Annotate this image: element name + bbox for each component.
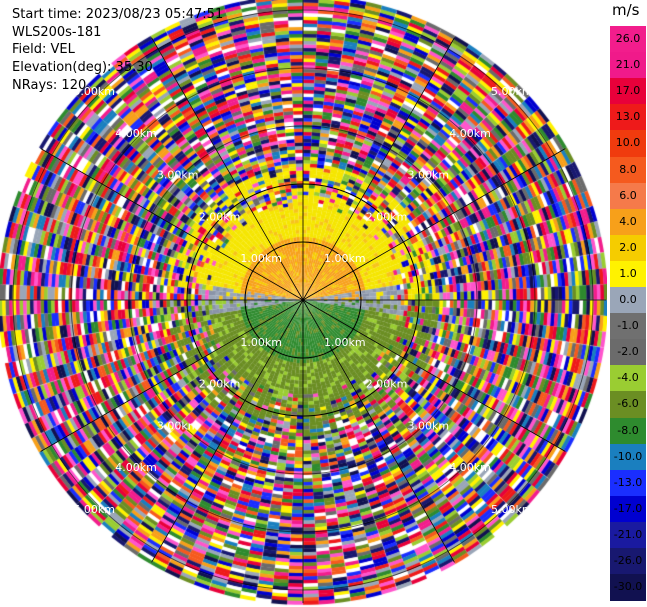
elevation: Elevation(deg): 35.30 (12, 59, 153, 75)
scan-info: Start time: 2023/08/23 05:47:51 WLS200s-… (12, 6, 223, 95)
colorbar-segment (610, 104, 646, 131)
ppi-plot: 1.00km 1.00km 1.00km 1.00km 2.00km 2.00km 2.00… (0, 0, 607, 607)
colorbar-segment (610, 574, 646, 601)
colorbar-segment (610, 156, 646, 184)
ring-distance-label: 2.00km (366, 211, 408, 224)
ppi-velocity-field (0, 0, 607, 607)
colorbar-unit: m/s (612, 1, 640, 19)
colorbar-segment (610, 130, 646, 157)
ring-distance-label: 3.00km (408, 419, 450, 432)
ring-distance-label: 3.00km (157, 169, 199, 182)
colorbar-tick-label: 4.0 (619, 214, 637, 228)
colorbar-segment (610, 365, 646, 392)
colorbar-tick-label: 10.0 (615, 136, 641, 150)
ring-distance-label: 4.00km (115, 127, 157, 140)
azimuth-spoke (302, 37, 455, 301)
colorbar-segment (610, 52, 646, 79)
azimuth-spoke (151, 299, 304, 563)
ring-distance-label: 5.00km (491, 85, 533, 98)
colorbar-tick-label: 6.0 (619, 188, 637, 202)
colorbar-segment (610, 287, 646, 314)
colorbar-segment (610, 495, 646, 523)
ring-distance-label: 4.00km (449, 461, 491, 474)
nrays: NRays: 120 (12, 78, 87, 93)
colorbar-segment (610, 78, 646, 105)
ring-distance-label: 2.00km (366, 378, 408, 391)
colorbar-tick-label: -21.0 (613, 527, 643, 541)
colorbar-tick-label: -6.0 (617, 397, 639, 411)
ring-distance-label: 5.00km (73, 85, 115, 98)
ring-distance-label: 1.00km (324, 336, 366, 349)
colorbar-tick-label: 1.0 (619, 266, 637, 280)
colorbar-segment (610, 548, 646, 575)
ring-distance-label: 2.00km (199, 378, 241, 391)
colorbar-segment (610, 391, 646, 418)
azimuth-spoke (302, 299, 566, 452)
ring-distance-label: 4.00km (449, 127, 491, 140)
ring-distance-label: 1.00km (324, 252, 366, 265)
ring-distance-label: 4.00km (115, 461, 157, 474)
ring-distance-label: 2.00km (199, 211, 241, 224)
colorbar-segment (610, 443, 646, 471)
colorbar-segment (610, 260, 646, 288)
ring-distance-label: 3.00km (157, 419, 199, 432)
colorbar-tick-label: 21.0 (615, 58, 641, 72)
colorbar-tick-label: -30.0 (613, 580, 643, 594)
colorbar-tick-label: 0.0 (619, 293, 637, 306)
ring-distance-label: 1.00km (240, 336, 282, 349)
azimuth-spoke (151, 37, 304, 301)
colorbar-segment (610, 417, 646, 445)
colorbar-tick-label: -10.0 (613, 449, 643, 463)
colorbar-tick-label: 2.0 (619, 240, 637, 254)
colorbar-segment (610, 313, 646, 340)
ring-distance-label: 5.00km (491, 503, 533, 516)
colorbar-tick-label: -8.0 (617, 423, 639, 437)
colorbar-segment (610, 182, 646, 210)
colorbar-segment (610, 208, 646, 236)
colorbar-tick-label: 8.0 (619, 162, 637, 176)
colorbar-segment (610, 521, 646, 549)
colorbar-tick-label: -26.0 (613, 554, 643, 567)
colorbar-tick-label: 17.0 (615, 84, 641, 98)
colorbar-tick-label: -17.0 (613, 501, 643, 515)
colorbar-tick-label: -13.0 (613, 475, 643, 489)
colorbar-segment (610, 339, 646, 366)
ring-distance-label: 1.00km (240, 252, 282, 265)
colorbar-tick-label: -2.0 (617, 345, 639, 359)
field-name: Field: VEL (12, 42, 75, 57)
colorbar-tick-label: -1.0 (617, 319, 639, 333)
colorbar-segment (610, 234, 646, 262)
azimuth-spoke (302, 299, 455, 563)
instrument-name: WLS200s-181 (12, 24, 102, 40)
ring-distance-label: 3.00km (408, 169, 450, 182)
azimuth-spoke (40, 299, 304, 452)
colorbar-tick-label: 26.0 (615, 32, 641, 45)
ring-distance-label: 5.00km (73, 503, 115, 516)
colorbar-segment (610, 26, 646, 53)
ppi-range-rings: 1.00km 1.00km 1.00km 1.00km 2.00km 2.00km 2.00… (0, 0, 606, 603)
colorbar-tick-label: 13.0 (615, 110, 641, 124)
start-time: Start time: 2023/08/23 05:47:51 (12, 7, 224, 22)
colorbar-segment (610, 469, 646, 497)
colorbar-tick-label: -4.0 (617, 371, 639, 385)
azimuth-spoke (302, 148, 566, 301)
azimuth-spoke (40, 148, 304, 301)
